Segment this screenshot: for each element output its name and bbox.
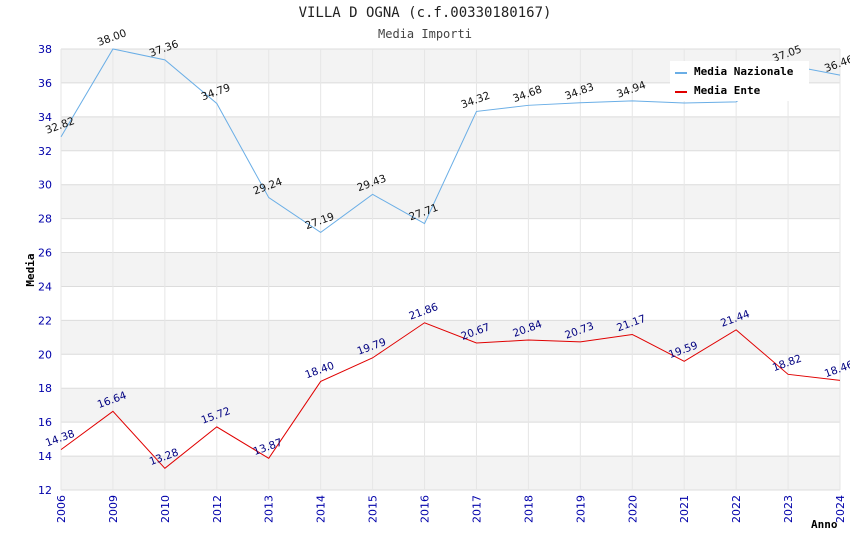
y-tick-label: 26: [38, 247, 52, 260]
y-tick-label: 14: [38, 450, 52, 463]
y-tick-label: 30: [38, 179, 52, 192]
series-lines: [60, 48, 841, 469]
grid-band: [61, 388, 840, 423]
x-tick-label: 2014: [315, 495, 328, 523]
legend-label-ente: Media Ente: [694, 84, 761, 97]
y-axis-ticks: 12 14 16 18 20 22 24 26 28 30 32 34 36 38: [38, 43, 52, 497]
grid-bands: [61, 49, 840, 490]
y-tick-label: 34: [38, 111, 52, 124]
grid-band: [61, 354, 840, 389]
chart-subtitle: Media Importi: [378, 27, 472, 41]
x-tick-label: 2020: [626, 495, 639, 523]
x-tick-label: 2016: [419, 495, 432, 523]
chart-title: VILLA D OGNA (c.f.00330180167): [298, 5, 552, 21]
x-tick-label: 2022: [730, 495, 743, 523]
x-tick-label: 2017: [470, 495, 483, 523]
legend: Media Nazionale Media Ente: [670, 61, 809, 101]
x-tick-label: 2012: [211, 495, 224, 523]
grid-band: [61, 456, 840, 490]
grid-band: [61, 218, 840, 253]
x-tick-label: 2021: [678, 495, 691, 523]
x-tick-label: 2006: [55, 495, 68, 523]
legend-label-nazionale: Media Nazionale: [694, 65, 794, 78]
y-tick-label: 36: [38, 77, 52, 90]
x-tick-label: 2019: [574, 495, 587, 523]
x-tick-label: 2010: [159, 495, 172, 523]
y-tick-label: 28: [38, 213, 52, 226]
legend-background: [670, 61, 809, 101]
y-tick-label: 20: [38, 348, 52, 361]
series-line-nazionale: [60, 48, 841, 233]
grid-band: [61, 184, 840, 219]
y-tick-label: 12: [38, 484, 52, 497]
y-tick-label: 22: [38, 314, 52, 327]
grid-band: [61, 320, 840, 355]
series-line-ente: [60, 322, 841, 469]
y-tick-label: 24: [38, 280, 52, 293]
grid-band: [61, 252, 840, 287]
x-tick-label: 2018: [522, 495, 535, 523]
y-tick-label: 16: [38, 416, 52, 429]
grid-band: [61, 116, 840, 151]
x-axis-ticks: 2006 2009 2010 2012 2013 2014 2015 2016 2017 2018…: [55, 495, 847, 523]
x-tick-label: 2023: [782, 495, 795, 523]
y-axis-title: Media: [24, 253, 37, 286]
x-tick-label: 2013: [263, 495, 276, 523]
x-tick-label: 2024: [834, 495, 847, 523]
x-axis-title: Anno: [811, 518, 838, 531]
grid-lines: [60, 48, 841, 491]
grid-band: [61, 286, 840, 321]
y-tick-label: 32: [38, 145, 52, 158]
grid-band: [61, 422, 840, 457]
data-label: 38.00: [96, 27, 128, 49]
y-tick-label: 38: [38, 43, 52, 56]
y-tick-label: 18: [38, 382, 52, 395]
x-tick-label: 2009: [107, 495, 120, 523]
x-tick-label: 2015: [367, 495, 380, 523]
